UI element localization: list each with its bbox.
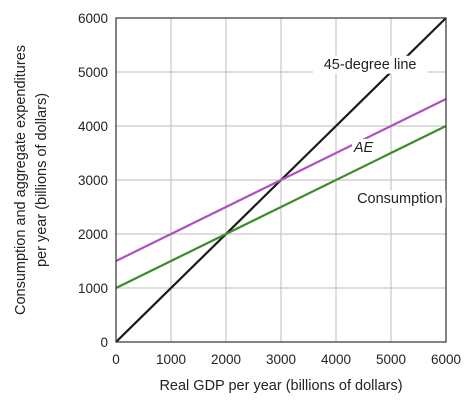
series-line-consumption	[115, 125, 447, 289]
y-tick-label: 3000	[78, 173, 108, 188]
series-line-ae	[115, 98, 447, 262]
x-axis-title: Real GDP per year (billions of dollars)	[159, 378, 402, 394]
annotation-ae: AE	[353, 140, 374, 156]
x-tick-label: 5000	[376, 352, 406, 367]
y-tick-label: 4000	[78, 119, 108, 134]
y-axis-title-line-1: Consumption and aggregate expenditures	[13, 45, 29, 315]
x-tick-label: 1000	[156, 352, 186, 367]
annotations: 45-degree line AE Consumption	[312, 55, 446, 209]
y-tick-label: 1000	[78, 281, 108, 296]
x-tick-label: 0	[112, 352, 120, 367]
x-tick-label: 2000	[211, 352, 241, 367]
x-tick-label: 6000	[431, 352, 461, 367]
y-tick-label: 2000	[78, 227, 108, 242]
annotation-bg-consumption	[354, 190, 446, 209]
annotation-bg-45-degree-line	[312, 55, 428, 74]
y-tick-label: 5000	[78, 65, 108, 80]
y-tick-label: 6000	[78, 11, 108, 26]
annotation-consumption: Consumption	[357, 191, 442, 207]
y-tick-label: 0	[100, 335, 108, 350]
y-axis-title-line-2: per year (billions of dollars)	[34, 93, 50, 267]
plot-frame	[115, 17, 447, 343]
x-tick-label: 4000	[321, 352, 351, 367]
annotation-bg-ae	[351, 138, 376, 157]
tick-labels: 0 1000 2000 3000 4000 5000 6000 0 1000 2000 3000 40…	[78, 11, 461, 367]
x-tick-label: 3000	[266, 352, 296, 367]
annotation-45-degree-line: 45-degree line	[324, 57, 417, 73]
